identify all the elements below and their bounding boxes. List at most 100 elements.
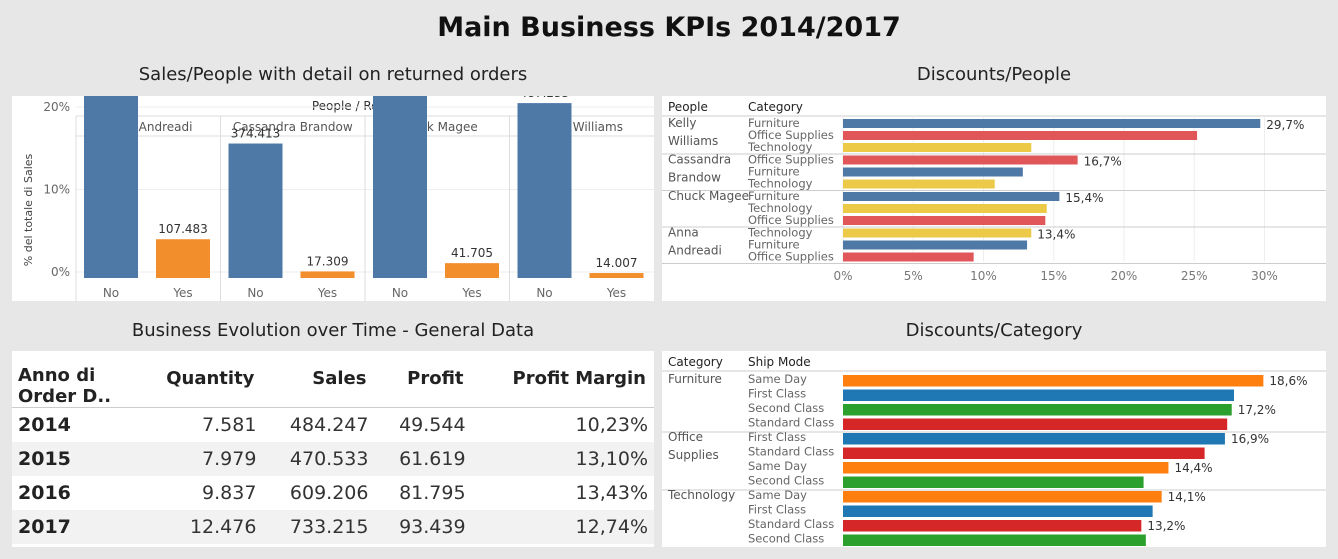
cell-quantity: 7.979 <box>136 441 263 476</box>
cell-profit-margin: 10,23% <box>575 413 648 436</box>
x-tick-label: 25% <box>1181 269 1208 283</box>
bar <box>843 447 1205 459</box>
category-label: Standard Class <box>748 517 834 531</box>
table-row: 2017 12.476 733.215 93.439 12,74% <box>12 509 654 544</box>
data-label: 13,4% <box>1037 228 1075 242</box>
category-label: Same Day <box>748 459 807 473</box>
cell-sales: 609.206 <box>289 481 369 504</box>
discounts-category-panel: Category Ship Mode Furniture Same Day 18,6% F… <box>662 351 1326 547</box>
category-label: First Class <box>748 503 806 517</box>
bar <box>843 216 1046 225</box>
data-label: 17.309 <box>307 254 349 268</box>
data-label: 487.233 <box>520 96 570 100</box>
bar <box>843 520 1142 532</box>
category-label: Same Day <box>748 488 807 502</box>
bar <box>843 375 1264 387</box>
header-sales: Sales <box>312 368 367 390</box>
cell-profit: 61.619 <box>374 441 472 476</box>
cell-year: 2016 <box>18 481 71 504</box>
data-label: 15,4% <box>1065 191 1103 205</box>
section-title-discounts-people: Discounts/People <box>916 64 1072 85</box>
x-tick-label: Yes <box>317 286 337 300</box>
cell-profit-margin: 13,10% <box>471 441 654 476</box>
bar <box>589 273 644 278</box>
bar <box>843 119 1261 128</box>
data-label: 16,7% <box>1084 155 1122 169</box>
cell-profit-margin: 13,43% <box>575 481 648 504</box>
cell-quantity: 12.476 <box>136 509 263 544</box>
x-tick-label: 5% <box>904 269 923 283</box>
column-header: People <box>668 100 708 114</box>
category-label: Second Class <box>748 401 824 415</box>
cell-quantity: 9.837 <box>202 481 257 504</box>
section-title-business-evolution: Business Evolution over Time - General D… <box>131 320 535 341</box>
data-label: 14.007 <box>596 256 638 270</box>
cell-sales: 484.247 <box>289 413 369 436</box>
business-evolution-panel: Anno di Order D.. Quantity Sales Profit … <box>12 351 654 547</box>
header-year: Anno di Order D.. <box>12 351 136 407</box>
group-label: Andreadi <box>668 244 722 258</box>
category-label: Furniture <box>748 238 800 252</box>
category-label: Standard Class <box>748 416 834 430</box>
discounts-people-chart: People Category 0% 5% 10% 15% 20% 25% 30% Kelly Wi… <box>662 100 1326 283</box>
bar <box>843 505 1153 517</box>
category-label: Second Class <box>748 532 824 546</box>
category-label: Technology <box>747 140 813 154</box>
x-tick-label: No <box>247 286 263 300</box>
x-tick-label: 20% <box>1111 269 1138 283</box>
bar <box>843 167 1023 177</box>
cell-profit-margin: 12,74% <box>471 509 654 544</box>
data-label: 107.483 <box>158 222 208 236</box>
category-label: Office Supplies <box>748 213 834 227</box>
data-label: 374.413 <box>231 127 281 141</box>
data-label: 18,6% <box>1269 374 1307 388</box>
y-tick-label: 20% <box>43 100 70 114</box>
category-label: First Class <box>748 430 806 444</box>
page-title: Main Business KPIs 2014/2017 <box>437 12 901 43</box>
discounts-category-chart: Category Ship Mode Furniture Same Day 18,6% F… <box>662 355 1326 546</box>
group-label: Technology <box>667 488 735 502</box>
group-label: Office <box>668 430 703 444</box>
group-label: Brandow <box>668 171 721 185</box>
bar <box>843 228 1032 238</box>
bar <box>445 263 499 278</box>
data-label: 16,9% <box>1231 432 1269 446</box>
x-tick-label: No <box>536 286 552 300</box>
category-label: Furniture <box>748 189 800 203</box>
kpi-table: Anno di Order D.. Quantity Sales Profit … <box>12 351 654 544</box>
y-axis-label: % del totale di Sales <box>22 153 35 266</box>
cell-year: 2017 <box>12 509 136 544</box>
cell-year: 2014 <box>18 413 71 436</box>
header-profit-margin: Profit Margin <box>512 368 646 390</box>
x-tick-label: 15% <box>1040 269 1067 283</box>
category-label: Technology <box>747 226 813 240</box>
section-title-sales-people: Sales/People with detail on returned ord… <box>138 64 528 85</box>
category-label: Standard Class <box>748 445 834 459</box>
cell-profit: 93.439 <box>374 509 472 544</box>
cell-sales: 470.533 <box>262 441 375 476</box>
bar <box>156 239 210 278</box>
group-label: Furniture <box>668 372 722 386</box>
table-header-row: Anno di Order D.. Quantity Sales Profit … <box>12 351 654 407</box>
x-tick-label: Yes <box>606 286 626 300</box>
bar <box>843 204 1047 213</box>
x-tick-label: No <box>392 286 408 300</box>
bar <box>843 433 1225 445</box>
bar <box>843 476 1144 488</box>
cell-quantity: 7.581 <box>202 413 257 436</box>
bar <box>843 389 1234 401</box>
cell-profit: 49.544 <box>399 413 466 436</box>
y-tick-label: 10% <box>43 183 70 197</box>
bar <box>843 143 1032 152</box>
bar <box>843 155 1078 165</box>
category-label: Office Supplies <box>748 250 834 264</box>
bar <box>843 131 1198 140</box>
column-header: Ship Mode <box>748 355 811 369</box>
sales-people-panel: People / Returned% del totale di Sales 0%… <box>12 18 654 301</box>
x-tick-label: No <box>103 286 119 300</box>
y-tick-label: 0% <box>51 265 70 279</box>
data-label: 29,7% <box>1266 118 1304 132</box>
category-label: Office Supplies <box>748 153 834 167</box>
category-label: Furniture <box>748 165 800 179</box>
x-tick-label: 10% <box>970 269 997 283</box>
